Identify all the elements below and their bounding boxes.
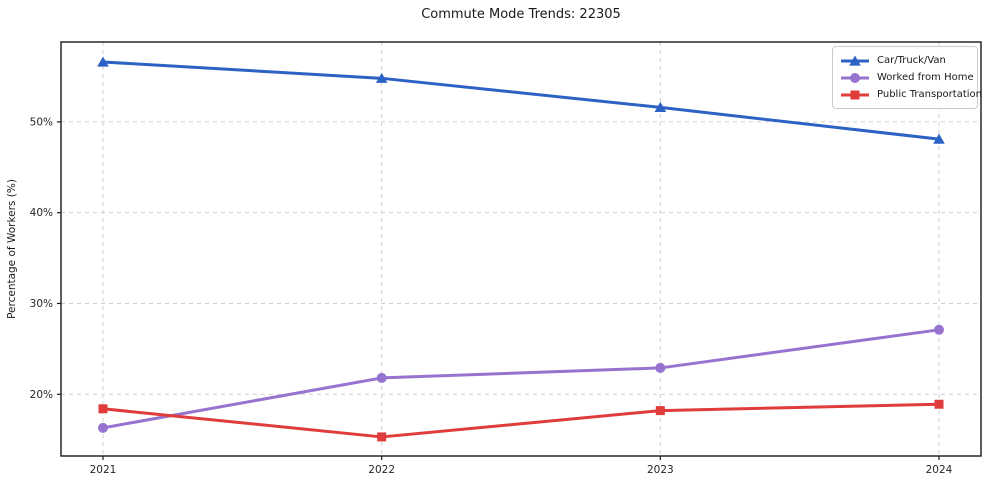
legend-item: Public Transportation <box>840 86 982 103</box>
legend-sample-triangle-icon <box>841 55 869 66</box>
chart-legend: Car/Truck/Van Worked from Home Public Tran… <box>832 46 982 109</box>
legend-label: Worked from Home <box>877 72 974 83</box>
axes-frame <box>60 41 982 457</box>
x-tick-label: 2023 <box>647 464 674 476</box>
data-point-marker <box>97 56 109 67</box>
data-point-marker <box>98 404 108 414</box>
data-point-marker <box>850 90 860 99</box>
legend-label: Car/Truck/Van <box>877 55 946 66</box>
chart-title: Commute Mode Trends: 22305 <box>421 7 621 22</box>
data-point-marker <box>654 101 667 112</box>
y-tick-label: 30% <box>30 298 53 310</box>
series-line <box>101 402 941 439</box>
x-tick-label: 2022 <box>368 464 395 476</box>
data-point-marker <box>375 72 388 83</box>
data-point-marker <box>850 72 860 83</box>
data-point-marker <box>934 324 944 335</box>
y-tick-label: 20% <box>30 389 53 401</box>
series-line <box>101 60 941 141</box>
legend-item: Worked from Home <box>840 69 974 86</box>
x-tick-label: 2024 <box>926 464 953 476</box>
data-point-marker <box>98 422 108 433</box>
data-point-marker <box>933 133 945 144</box>
x-tick-label: 2021 <box>90 464 117 476</box>
data-point-marker <box>655 406 665 416</box>
y-tick-label: 40% <box>30 207 53 219</box>
legend-sample-square-icon <box>841 90 869 99</box>
y-axis-label: Percentage of Workers (%) <box>6 179 18 319</box>
data-point-marker <box>655 362 666 373</box>
data-point-marker <box>377 432 387 442</box>
data-point-marker <box>934 399 944 409</box>
legend-item: Car/Truck/Van <box>840 52 969 69</box>
data-point-marker <box>849 55 861 66</box>
series-line <box>101 328 941 430</box>
y-tick-label: 50% <box>30 116 53 128</box>
legend-label: Public Transportation <box>877 89 982 100</box>
data-point-marker <box>376 372 387 383</box>
legend-sample-circle-icon <box>841 72 869 83</box>
